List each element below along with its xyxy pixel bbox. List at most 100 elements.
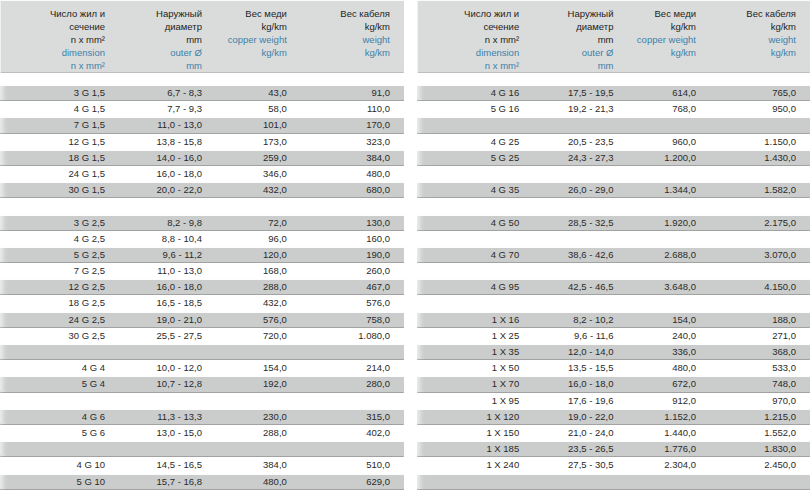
copper-weight-cell: 96,0 [202,231,287,247]
outer-diameter-cell: 23,5 - 26,5 [519,441,613,457]
cable-weight-cell [287,344,404,360]
dimension-cell: 5 G 16 [417,101,519,117]
table-row-spacer [417,166,810,182]
outer-diameter-cell [105,441,202,457]
header-line-ru: сечение [0,20,105,33]
header-line-en: weight [696,33,796,46]
outer-diameter-cell: 13,0 - 15,0 [105,425,202,441]
table-row: 7 G 1,511,0 - 13,0101,0170,0 [0,117,404,133]
cable-table-right: Число жил исечениеn x mm²dimensionn x mm… [417,0,810,490]
header-line-en: mm [519,59,613,72]
outer-diameter-cell: 14,5 - 16,5 [105,457,202,473]
header-line-en: n x mm² [417,59,519,72]
header-line-ru: kg/km [613,20,696,33]
table-row: 3 G 2,58,2 - 9,872,0130,0 [0,215,404,231]
copper-weight-cell: 173,0 [202,134,287,150]
dimension-cell: 1 X 35 [417,344,519,360]
outer-diameter-cell: 19,2 - 21,3 [519,101,613,117]
table-row: 1 X 24027,5 - 30,52.304,02.450,0 [417,457,810,473]
dimension-cell: 24 G 2,5 [0,312,105,328]
dimension-cell [417,198,519,214]
header-col-copper-weight: Вес медиkg/kmcopper weightkg/km [202,7,287,73]
dimension-cell: 3 G 2,5 [0,215,105,231]
outer-diameter-cell: 16,0 - 18,0 [105,166,202,182]
table-row: 5 G 2524,3 - 27,31.200,01.430,0 [417,150,810,166]
copper-weight-cell [613,198,696,214]
outer-diameter-cell [105,393,202,409]
dimension-cell: 5 G 6 [0,425,105,441]
dimension-cell: 4 G 25 [417,134,519,150]
dimension-cell [417,295,519,311]
header-col-cable-weight: Вес кабеляkg/kmweightkg/km [287,7,404,73]
dimension-cell [417,117,519,133]
table-row: 30 G 2,525,5 - 27,5720,01.080,0 [0,328,404,344]
outer-diameter-cell: 14,0 - 16,0 [105,150,202,166]
header-line-en: weight [287,33,390,46]
outer-diameter-cell: 13,8 - 15,8 [105,134,202,150]
cable-weight-cell: 323,0 [287,134,404,150]
dimension-cell: 1 X 16 [417,312,519,328]
dimension-cell: 4 G 35 [417,182,519,198]
header-line-ru: диаметр [105,20,202,33]
header-line-ru: Вес меди [202,7,287,20]
copper-weight-cell [202,441,287,457]
copper-weight-cell: 72,0 [202,215,287,231]
outer-diameter-cell: 16,0 - 18,0 [519,376,613,392]
cable-weight-cell: 2.175,0 [696,215,810,231]
header-line-en: kg/km [202,46,287,59]
header-line-ru: сечение [417,20,519,33]
dimension-cell: 18 G 2,5 [0,295,105,311]
copper-weight-cell [202,393,287,409]
table-row: 4 G 2520,5 - 23,5960,01.150,0 [417,134,810,150]
dimension-cell: 24 G 1,5 [0,166,105,182]
header-line-ru: диаметр [519,20,613,33]
copper-weight-cell: 288,0 [202,425,287,441]
cable-weight-cell [287,198,404,214]
dimension-cell: 1 X 185 [417,441,519,457]
cable-weight-cell: 4.150,0 [696,279,810,295]
table-row-spacer [0,344,404,360]
header-line-en: copper weight [202,33,287,46]
copper-weight-cell: 43,0 [202,85,287,101]
cable-weight-cell: 1.552,0 [696,425,810,441]
copper-weight-cell: 480,0 [613,360,696,376]
header-line-ru: Наружный [105,7,202,20]
dimension-cell: 1 X 240 [417,457,519,473]
cable-weight-cell [696,117,810,133]
dimension-cell: 5 G 10 [0,474,105,490]
header-line-ru: Наружный [519,7,613,20]
cable-weight-cell: 170,0 [287,117,404,133]
table-header: Число жил исечениеn x mm²dimensionn x mm… [0,0,404,73]
outer-diameter-cell: 20,5 - 23,5 [519,134,613,150]
dimension-cell: 12 G 2,5 [0,279,105,295]
table-row-spacer [0,198,404,214]
outer-diameter-cell: 13,5 - 15,5 [519,360,613,376]
table-row: 1 X 9517,6 - 19,6912,0970,0 [417,393,810,409]
outer-diameter-cell [519,166,613,182]
cable-weight-cell: 480,0 [287,166,404,182]
outer-diameter-cell: 10,0 - 12,0 [105,360,202,376]
outer-diameter-cell: 10,7 - 12,8 [105,376,202,392]
copper-weight-cell: 672,0 [613,376,696,392]
header-line-en: dimension [0,46,105,59]
dimension-cell: 7 G 1,5 [0,117,105,133]
copper-weight-cell: 58,0 [202,101,287,117]
outer-diameter-cell [519,474,613,490]
cable-weight-cell: 748,0 [696,376,810,392]
table-header: Число жил исечениеn x mm²dimensionn x mm… [417,0,810,73]
outer-diameter-cell: 27,5 - 30,5 [519,457,613,473]
outer-diameter-cell: 16,5 - 18,5 [105,295,202,311]
header-line-ru: mm [519,33,613,46]
cable-weight-cell: 1.430,0 [696,150,810,166]
cable-weight-cell: 315,0 [287,409,404,425]
cable-weight-cell: 629,0 [287,474,404,490]
copper-weight-cell: 2.688,0 [613,247,696,263]
outer-diameter-cell [519,295,613,311]
table-row: 12 G 1,513,8 - 15,8173,0323,0 [0,134,404,150]
cable-weight-cell: 190,0 [287,247,404,263]
table-row: 18 G 1,514,0 - 16,0259,0384,0 [0,150,404,166]
table-row: 1 X 5013,5 - 15,5480,0533,0 [417,360,810,376]
copper-weight-cell: 168,0 [202,263,287,279]
outer-diameter-cell: 9,6 - 11,2 [105,247,202,263]
cable-weight-cell: 2.450,0 [696,457,810,473]
